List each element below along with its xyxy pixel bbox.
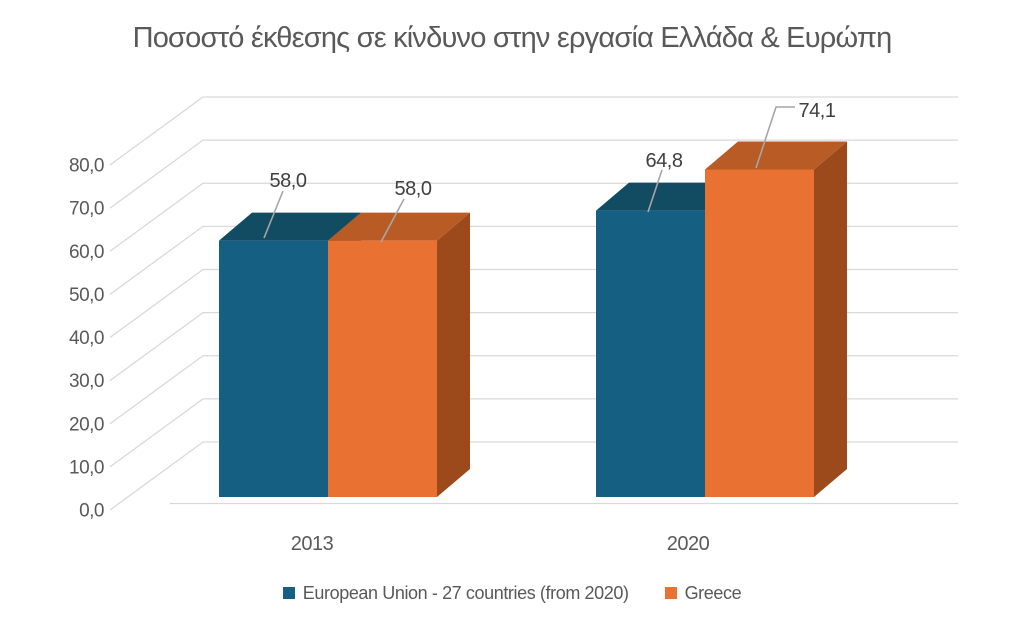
leader-line	[380, 198, 405, 243]
x-tick-label: 2020	[667, 533, 710, 555]
data-label: 74,1	[799, 100, 836, 122]
y-tick-label: 70,0	[69, 199, 104, 220]
gridline	[109, 96, 958, 166]
data-label: 64,8	[646, 150, 683, 172]
y-tick-label: 10,0	[69, 457, 104, 478]
bar-greece-2013-side	[437, 212, 470, 497]
legend-swatch-greece	[664, 587, 677, 599]
leader-line	[263, 190, 284, 239]
bar-eu-2020-front	[596, 210, 705, 498]
leader-line	[755, 106, 795, 169]
legend-label-greece: Greece	[684, 582, 742, 603]
y-tick-label: 40,0	[69, 328, 104, 349]
bar-greece-2020-front	[705, 169, 814, 497]
data-label: 58,0	[395, 178, 432, 200]
y-tick-label: 0,0	[79, 501, 104, 522]
bar-eu-2013-top	[219, 212, 361, 241]
gridline	[109, 139, 958, 209]
y-tick-label: 80,0	[69, 156, 104, 177]
chart-title: Ποσοστό έκθεσης σε κίνδυνο στην εργασία …	[132, 22, 893, 54]
bar-eu-2013-front	[219, 240, 328, 497]
data-label: 58,0	[270, 170, 307, 192]
legend-label-eu: European Union - 27 countries (from 2020…	[302, 582, 629, 603]
y-tick-label: 60,0	[69, 242, 104, 263]
y-tick-label: 20,0	[69, 414, 104, 435]
bar-greece-2013-front	[328, 240, 437, 497]
leader-line	[647, 169, 663, 213]
y-tick-label: 30,0	[69, 371, 104, 392]
y-tick-label: 50,0	[69, 285, 104, 306]
x-tick-label: 2013	[291, 533, 334, 555]
bar-eu-2020-top	[596, 182, 738, 211]
legend-swatch-eu	[282, 587, 295, 599]
bar-greece-2013-top	[328, 212, 470, 241]
bar-greece-2020-side	[814, 141, 847, 497]
legend-item-greece: Greece	[664, 582, 742, 604]
legend-item-eu: European Union - 27 countries (from 2020…	[282, 582, 629, 604]
bar-greece-2020-top	[705, 141, 847, 170]
chart-legend: European Union - 27 countries (from 2020…	[0, 580, 1024, 606]
